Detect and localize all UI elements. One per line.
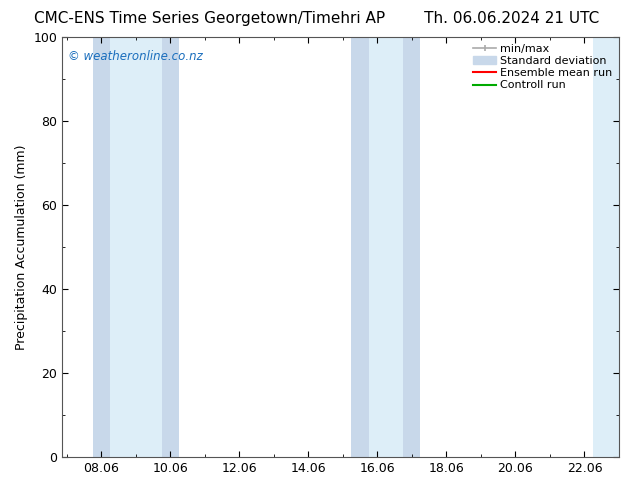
Bar xyxy=(110,37,162,457)
Y-axis label: Precipitation Accumulation (mm): Precipitation Accumulation (mm) xyxy=(15,145,28,350)
Bar xyxy=(593,37,619,457)
Bar xyxy=(93,37,110,457)
Bar xyxy=(369,37,403,457)
Bar xyxy=(162,37,179,457)
Bar xyxy=(403,37,420,457)
Text: CMC-ENS Time Series Georgetown/Timehri AP        Th. 06.06.2024 21 UTC: CMC-ENS Time Series Georgetown/Timehri A… xyxy=(34,11,600,26)
Legend: min/max, Standard deviation, Ensemble mean run, Controll run: min/max, Standard deviation, Ensemble me… xyxy=(469,39,617,95)
Bar xyxy=(351,37,369,457)
Text: © weatheronline.co.nz: © weatheronline.co.nz xyxy=(68,50,203,63)
